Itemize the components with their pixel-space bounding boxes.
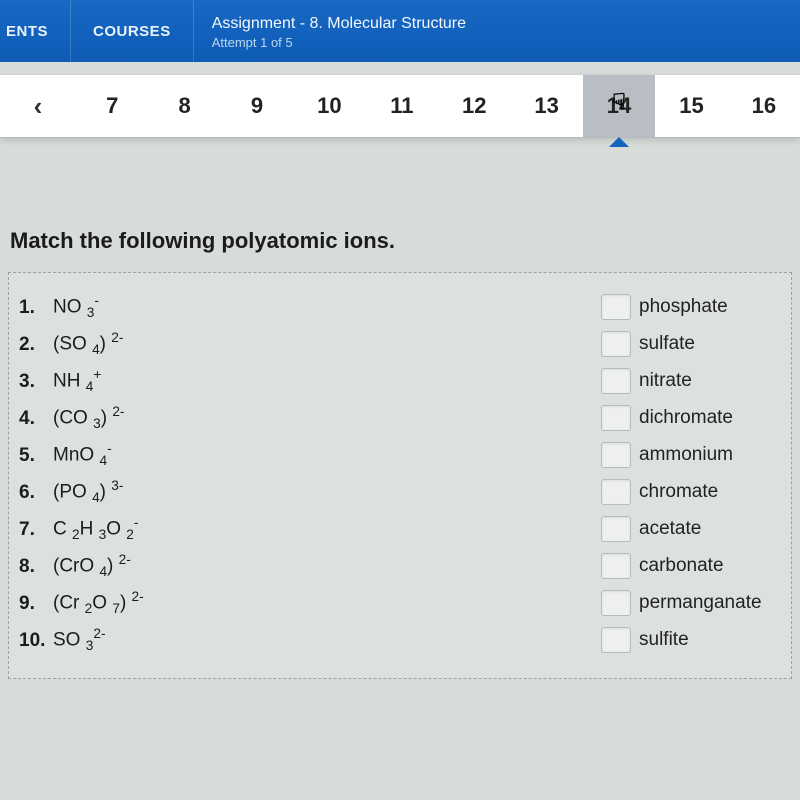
match-row: 6.(PO 4) 3- chromate — [19, 475, 781, 509]
match-row: 3.NH 4+ nitrate — [19, 364, 781, 398]
answer-label: sulfate — [639, 333, 695, 355]
question-number-9[interactable]: 9 — [221, 75, 293, 137]
ion-left: 7.C 2H 3O 2- — [19, 515, 601, 542]
assignment-block: Assignment - 8. Molecular Structure Atte… — [194, 0, 484, 62]
match-row: 7.C 2H 3O 2- acetate — [19, 512, 781, 546]
answer-label: phosphate — [639, 296, 728, 318]
item-number: 2. — [19, 334, 53, 356]
answer-dropzone[interactable] — [601, 590, 631, 616]
item-number: 4. — [19, 408, 53, 430]
ion-left: 6.(PO 4) 3- — [19, 478, 601, 505]
content-area: Match the following polyatomic ions. 1.N… — [0, 138, 800, 679]
answer-dropzone[interactable] — [601, 294, 631, 320]
ion-formula: MnO 4- — [53, 441, 112, 468]
answer-label: chromate — [639, 481, 718, 503]
answer-dropzone[interactable] — [601, 553, 631, 579]
ion-left: 1.NO 3- — [19, 293, 601, 320]
ion-formula: SO 32- — [53, 626, 106, 653]
ion-formula: NO 3- — [53, 293, 99, 320]
ion-left: 8.(CrO 4) 2- — [19, 552, 601, 579]
answer-slot: nitrate — [601, 368, 781, 394]
ion-left: 9.(Cr 2O 7) 2- — [19, 589, 601, 616]
answer-slot: phosphate — [601, 294, 781, 320]
ion-left: 10.SO 32- — [19, 626, 601, 653]
answer-slot: dichromate — [601, 405, 781, 431]
question-number-14[interactable]: 14☟ — [583, 75, 655, 137]
ion-left: 2.(SO 4) 2- — [19, 330, 601, 357]
prev-button[interactable]: ‹ — [0, 75, 76, 137]
nav-courses[interactable]: COURSES — [71, 0, 194, 62]
answer-dropzone[interactable] — [601, 405, 631, 431]
item-number: 7. — [19, 519, 53, 541]
answer-label: acetate — [639, 518, 701, 540]
question-number-13[interactable]: 13 — [510, 75, 582, 137]
ion-formula: (PO 4) 3- — [53, 478, 123, 505]
ion-formula: (CO 3) 2- — [53, 404, 125, 431]
answer-slot: carbonate — [601, 553, 781, 579]
question-title: Match the following polyatomic ions. — [10, 228, 792, 254]
answer-dropzone[interactable] — [601, 516, 631, 542]
match-box: 1.NO 3- phosphate 2.(SO 4) 2- sulfate 3.NH 4… — [8, 272, 792, 679]
attempt-line: Attempt 1 of 5 — [212, 35, 466, 50]
item-number: 1. — [19, 297, 53, 319]
answer-dropzone[interactable] — [601, 331, 631, 357]
answer-slot: sulfate — [601, 331, 781, 357]
match-row: 10.SO 32- sulfite — [19, 623, 781, 657]
nav-ents[interactable]: ENTS — [0, 0, 71, 62]
question-number-7[interactable]: 7 — [76, 75, 148, 137]
item-number: 9. — [19, 593, 53, 615]
answer-label: ammonium — [639, 444, 733, 466]
answer-slot: chromate — [601, 479, 781, 505]
answer-slot: permanganate — [601, 590, 781, 616]
answer-slot: acetate — [601, 516, 781, 542]
answer-dropzone[interactable] — [601, 627, 631, 653]
match-row: 1.NO 3- phosphate — [19, 290, 781, 324]
answer-dropzone[interactable] — [601, 368, 631, 394]
item-number: 10. — [19, 630, 53, 652]
ion-formula: (Cr 2O 7) 2- — [53, 589, 144, 616]
match-row: 8.(CrO 4) 2- carbonate — [19, 549, 781, 583]
question-number-10[interactable]: 10 — [293, 75, 365, 137]
cursor-hand-icon: ☟ — [612, 89, 625, 115]
answer-label: nitrate — [639, 370, 692, 392]
question-number-12[interactable]: 12 — [438, 75, 510, 137]
ion-formula: C 2H 3O 2- — [53, 515, 138, 542]
item-number: 3. — [19, 371, 53, 393]
answer-dropzone[interactable] — [601, 479, 631, 505]
top-header: ENTS COURSES Assignment - 8. Molecular S… — [0, 0, 800, 62]
ion-formula: (SO 4) 2- — [53, 330, 123, 357]
answer-label: sulfite — [639, 629, 689, 651]
answer-slot: sulfite — [601, 627, 781, 653]
ion-formula: (CrO 4) 2- — [53, 552, 131, 579]
answer-label: carbonate — [639, 555, 724, 577]
assignment-name: 8. Molecular Structure — [310, 15, 467, 32]
assignment-title: Assignment - 8. Molecular Structure — [212, 15, 466, 33]
question-number-11[interactable]: 11 — [366, 75, 438, 137]
question-number-15[interactable]: 15 — [655, 75, 727, 137]
ion-left: 5.MnO 4- — [19, 441, 601, 468]
assignment-sep: - — [295, 15, 309, 32]
ion-left: 4.(CO 3) 2- — [19, 404, 601, 431]
match-row: 2.(SO 4) 2- sulfate — [19, 327, 781, 361]
item-number: 8. — [19, 556, 53, 578]
question-number-8[interactable]: 8 — [148, 75, 220, 137]
match-row: 9.(Cr 2O 7) 2- permanganate — [19, 586, 781, 620]
item-number: 5. — [19, 445, 53, 467]
match-row: 4.(CO 3) 2- dichromate — [19, 401, 781, 435]
question-number-16[interactable]: 16 — [728, 75, 800, 137]
match-row: 5.MnO 4- ammonium — [19, 438, 781, 472]
assignment-prefix: Assignment — [212, 15, 296, 32]
item-number: 6. — [19, 482, 53, 504]
answer-label: permanganate — [639, 592, 762, 614]
question-nav: ‹ 7891011121314☟1516 — [0, 74, 800, 138]
ion-formula: NH 4+ — [53, 367, 101, 394]
answer-slot: ammonium — [601, 442, 781, 468]
answer-dropzone[interactable] — [601, 442, 631, 468]
answer-label: dichromate — [639, 407, 733, 429]
ion-left: 3.NH 4+ — [19, 367, 601, 394]
